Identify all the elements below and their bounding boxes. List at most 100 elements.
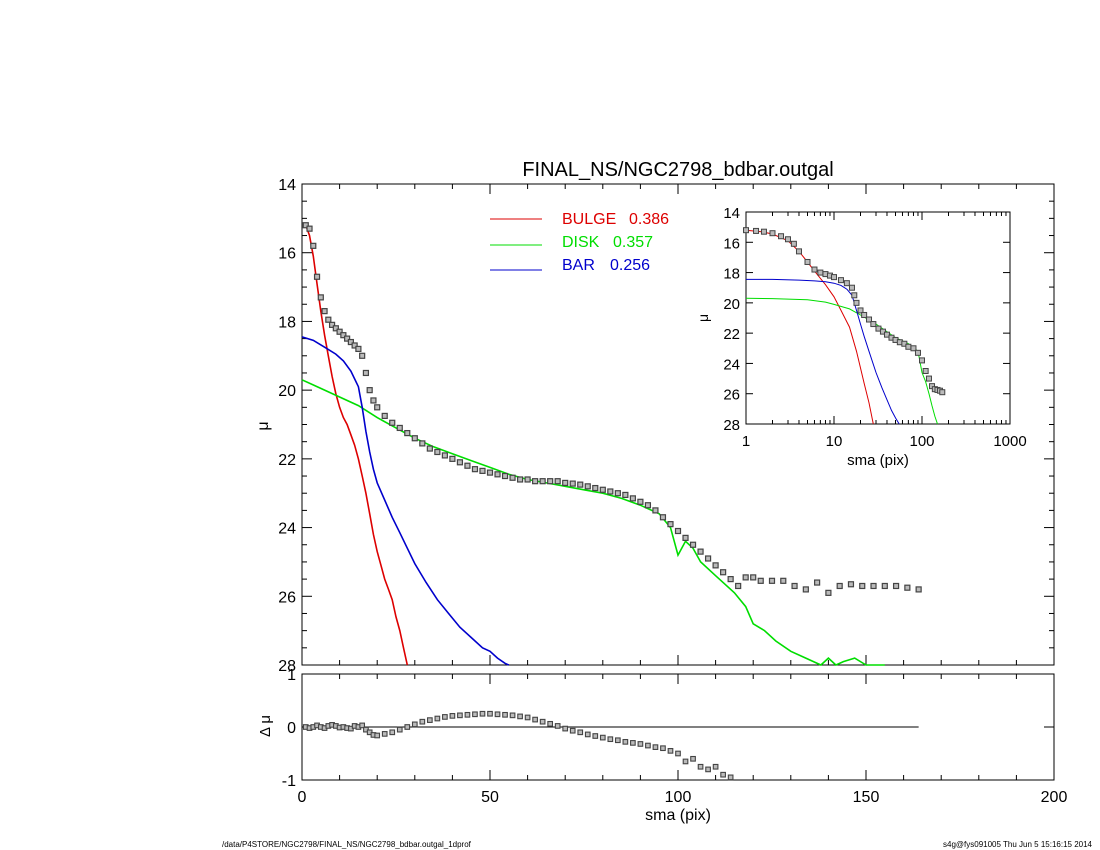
residual-point <box>426 717 433 723</box>
residual-point <box>502 711 508 718</box>
data-point-data <box>325 316 332 323</box>
footer-timestamp: s4g@fys091005 Thu Jun 5 15:16:15 2014 <box>943 840 1092 849</box>
inset-y-tick-label: 18 <box>723 266 740 283</box>
data-point-data <box>720 569 727 576</box>
residual-point <box>472 711 478 718</box>
inset-data-point-data <box>743 227 749 234</box>
inset-y-tick-label: 28 <box>723 417 740 434</box>
residual-point <box>705 766 711 773</box>
data-point-data <box>629 495 636 502</box>
x-axis-label: sma (pix) <box>645 807 711 824</box>
residual-point <box>389 729 396 736</box>
inset-y-tick-label: 26 <box>723 387 740 404</box>
residual-point <box>577 729 584 736</box>
x-tick-label: 100 <box>665 789 692 806</box>
inset-data-point-data <box>848 284 855 291</box>
data-point-data <box>366 387 373 394</box>
inset-y-tick-label: 22 <box>723 326 740 343</box>
residual-point <box>569 727 576 734</box>
data-point-data <box>396 424 403 432</box>
inset-y-tick-label: 14 <box>723 205 740 222</box>
data-point-data <box>411 435 418 442</box>
data-point-data <box>532 478 539 485</box>
data-point-data <box>539 478 546 485</box>
legend-label-disk: DISK <box>562 234 600 251</box>
residual-point <box>667 747 674 754</box>
series-line-bar <box>301 336 510 666</box>
x-tick-label: 150 <box>853 789 880 806</box>
residual-point <box>614 737 621 744</box>
inset-data-point-data <box>853 299 860 306</box>
residual-point <box>442 714 448 720</box>
data-point-data <box>332 325 339 332</box>
data-point-data <box>516 476 524 483</box>
inset-data-point-data <box>879 328 886 335</box>
inset-data-point-data <box>883 331 890 338</box>
inset-data-point-data <box>753 227 760 234</box>
inset-data-point-data <box>919 357 925 364</box>
legend: BULGE 0.386 DISK 0.357 BAR 0.256 <box>490 211 669 274</box>
inset-axis-ticks: 14 16 18 20 22 24 26 281 10 100 1000 <box>723 205 1026 450</box>
data-point-data <box>780 577 787 584</box>
inset-y-axis-label: μ <box>695 314 711 322</box>
residual-point <box>547 720 554 727</box>
data-point-data <box>847 581 855 588</box>
residual-point <box>697 763 704 770</box>
inset-x-tick-label: 1 <box>742 433 750 450</box>
main-y-tick-label: 28 <box>278 658 296 675</box>
residual-y-tick-label: -1 <box>282 773 296 790</box>
inset-x-tick-label: 1000 <box>993 433 1026 450</box>
main-y-tick-label: 18 <box>278 314 296 331</box>
data-point-data <box>306 225 313 232</box>
data-point-data <box>592 484 599 492</box>
residual-point <box>411 721 418 728</box>
inset-data-point-data <box>778 233 785 240</box>
residual-point <box>727 774 734 781</box>
data-point-data <box>802 586 809 593</box>
data-point-data <box>644 502 652 509</box>
inset-data-point-data <box>914 349 921 356</box>
residual-point <box>584 731 591 738</box>
residual-point <box>637 741 644 747</box>
inset-data-point-data <box>843 280 850 287</box>
residual-point <box>359 722 366 729</box>
residual-point <box>682 758 689 765</box>
data-point-data <box>637 498 644 505</box>
data-point-data <box>547 478 554 485</box>
residual-point <box>660 745 666 752</box>
inset-data-point-data <box>925 375 932 382</box>
data-point-data <box>791 582 798 590</box>
data-point-data <box>494 471 501 478</box>
data-point-data <box>584 483 591 490</box>
main-y-tick-label: 26 <box>278 589 296 606</box>
data-point-data <box>419 440 426 447</box>
data-point-data <box>836 582 843 590</box>
residual-point <box>524 714 531 721</box>
main-y-tick-label: 22 <box>278 452 296 469</box>
data-point-data <box>464 462 471 469</box>
data-point-data <box>374 404 381 411</box>
inset-data-point-data <box>939 389 946 396</box>
inset-data-point-data <box>804 258 811 265</box>
data-point-data <box>735 582 742 590</box>
inset-y-tick-label: 16 <box>723 235 740 252</box>
data-point-data <box>509 474 516 481</box>
data-point-data <box>479 467 486 474</box>
data-point-data <box>881 582 888 590</box>
main-series-layer <box>301 222 922 666</box>
residual-point <box>381 731 388 737</box>
data-point-data <box>336 328 343 335</box>
inset-data-point-data <box>795 248 802 255</box>
residual-point <box>592 733 599 739</box>
legend-label-bulge: BULGE <box>562 211 616 228</box>
data-point-data <box>501 472 509 480</box>
data-point-data <box>441 452 448 459</box>
data-point-data <box>652 507 659 514</box>
data-point-data <box>814 579 821 586</box>
residual-point <box>374 732 381 739</box>
data-point-data <box>347 338 354 346</box>
data-point-data <box>659 514 667 521</box>
data-point-data <box>870 582 877 590</box>
residual-series-layer <box>302 710 919 781</box>
inset-data-point-data <box>831 274 837 281</box>
